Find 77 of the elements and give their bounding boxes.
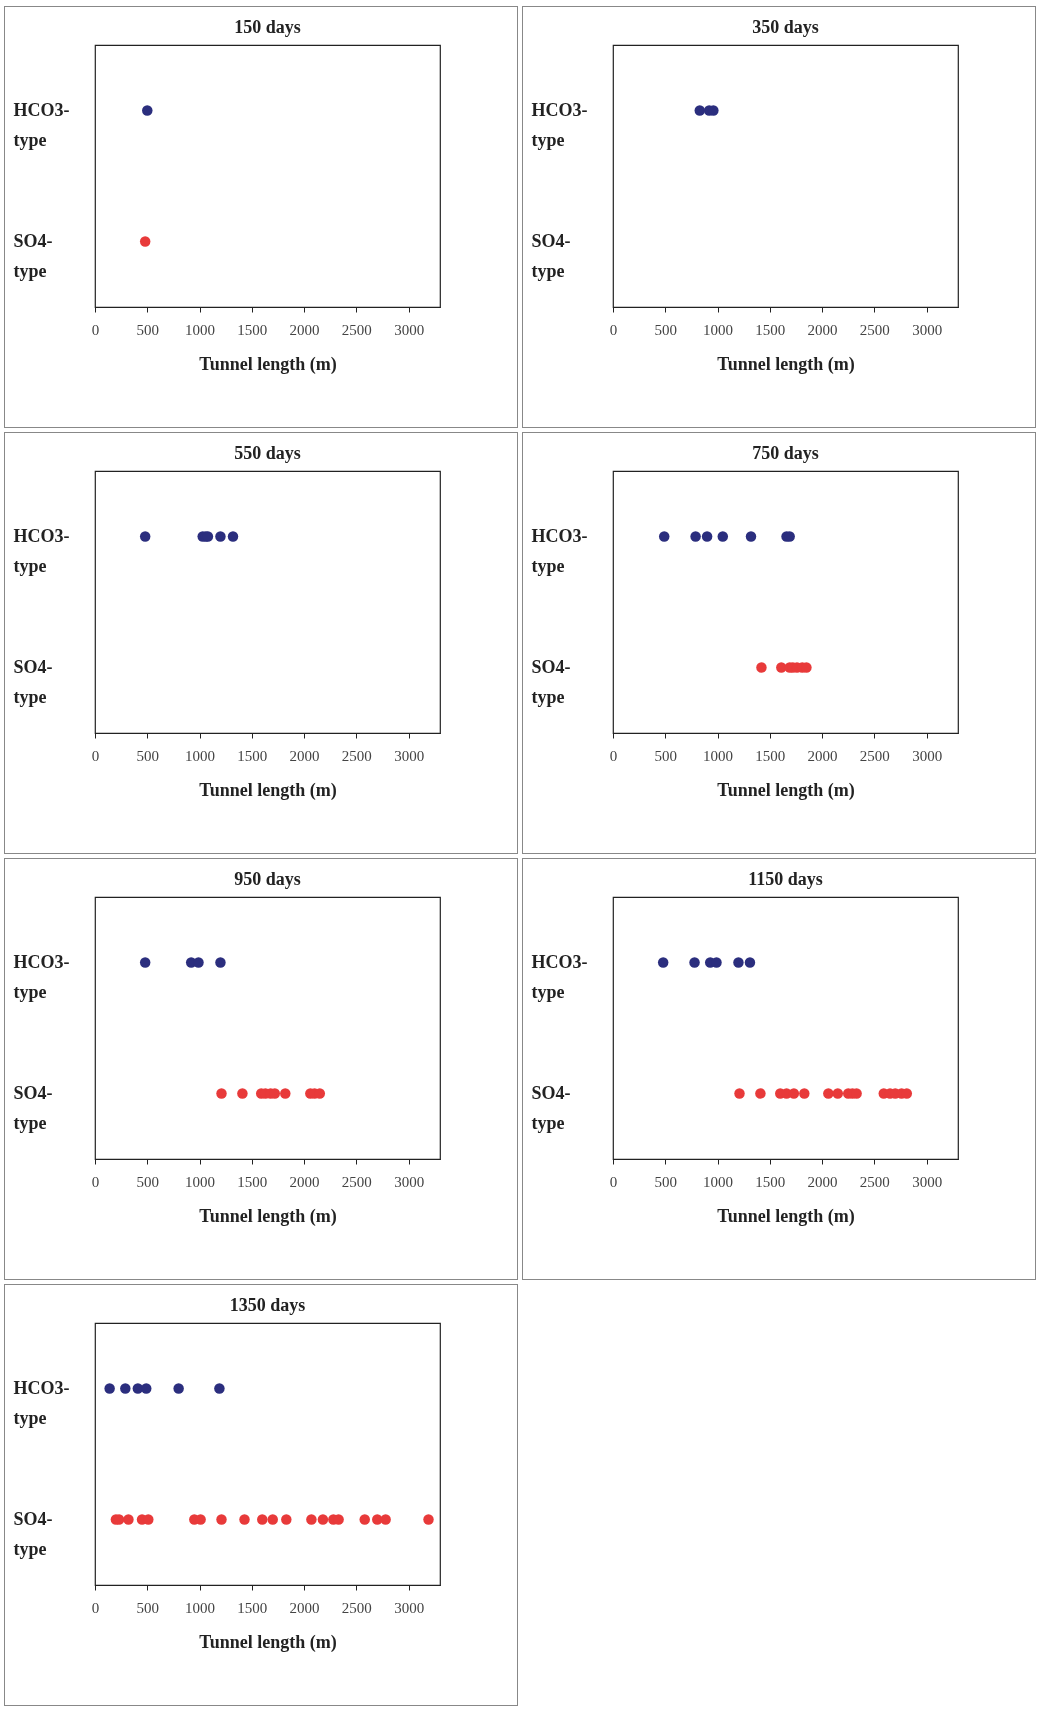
x-tick-label: 2000 bbox=[289, 747, 320, 764]
y-tick-label: HCO3-type bbox=[13, 526, 70, 576]
x-tick-label: 3000 bbox=[394, 1173, 425, 1190]
x-tick-label: 500 bbox=[654, 1173, 678, 1190]
x-tick-label: 500 bbox=[136, 321, 160, 338]
x-tick-label: 2000 bbox=[289, 1599, 320, 1616]
x-tick-label: 500 bbox=[654, 321, 678, 338]
y-tick-label: SO4-type bbox=[13, 1509, 53, 1559]
x-tick-label: 3000 bbox=[394, 747, 425, 764]
x-tick-label: 2500 bbox=[341, 1599, 372, 1616]
x-tick-label: 3000 bbox=[912, 321, 943, 338]
x-tick-label: 2500 bbox=[341, 321, 372, 338]
x-tick-label: 0 bbox=[609, 1173, 618, 1190]
x-axis-title: Tunnel length (m) bbox=[199, 1205, 337, 1227]
x-tick-label: 500 bbox=[136, 1173, 160, 1190]
x-tick-label: 3000 bbox=[912, 747, 943, 764]
chart-title: 750 days bbox=[752, 443, 819, 463]
y-tick-label: HCO3-type bbox=[13, 952, 70, 1002]
x-tick-label: 0 bbox=[91, 747, 100, 764]
x-tick-label: 1500 bbox=[237, 321, 268, 338]
y-tick-label: SO4-type bbox=[13, 657, 53, 707]
x-tick-label: 2500 bbox=[859, 321, 890, 338]
x-tick-label: 1500 bbox=[755, 321, 786, 338]
x-tick-label: 0 bbox=[609, 321, 618, 338]
x-tick-label: 1500 bbox=[237, 747, 268, 764]
x-tick-label: 500 bbox=[136, 747, 160, 764]
x-tick-label: 500 bbox=[654, 747, 678, 764]
y-tick-label: SO4-type bbox=[531, 1083, 571, 1133]
x-tick-label: 2000 bbox=[289, 321, 320, 338]
y-tick-label: HCO3-type bbox=[13, 100, 70, 150]
x-tick-label: 1000 bbox=[703, 321, 734, 338]
x-axis-title: Tunnel length (m) bbox=[717, 779, 855, 801]
y-tick-label: HCO3-type bbox=[531, 100, 588, 150]
x-tick-label: 0 bbox=[91, 1599, 100, 1616]
y-tick-label: SO4-type bbox=[13, 231, 53, 281]
y-tick-label: HCO3-type bbox=[531, 952, 588, 1002]
y-tick-label: HCO3-type bbox=[531, 526, 588, 576]
x-tick-label: 1500 bbox=[755, 1173, 786, 1190]
chart-title: 1350 days bbox=[229, 1295, 306, 1315]
x-tick-label: 0 bbox=[91, 1173, 100, 1190]
chart-title: 1150 days bbox=[748, 869, 823, 889]
x-axis-title: Tunnel length (m) bbox=[199, 353, 337, 375]
x-axis-title: Tunnel length (m) bbox=[717, 353, 855, 375]
x-tick-label: 2500 bbox=[341, 1173, 372, 1190]
x-tick-label: 1000 bbox=[185, 1173, 216, 1190]
x-tick-label: 0 bbox=[91, 321, 100, 338]
y-tick-label: SO4-type bbox=[531, 231, 571, 281]
x-axis-title: Tunnel length (m) bbox=[199, 779, 337, 801]
x-tick-label: 2000 bbox=[807, 321, 838, 338]
y-tick-label: HCO3-type bbox=[13, 1378, 70, 1428]
chart-title: 950 days bbox=[234, 869, 301, 889]
x-tick-label: 2500 bbox=[859, 747, 890, 764]
x-tick-label: 2500 bbox=[341, 747, 372, 764]
x-tick-label: 1500 bbox=[755, 747, 786, 764]
x-tick-label: 0 bbox=[609, 747, 618, 764]
x-tick-label: 1000 bbox=[703, 1173, 734, 1190]
x-tick-label: 2000 bbox=[807, 1173, 838, 1190]
x-tick-label: 3000 bbox=[394, 321, 425, 338]
x-tick-label: 3000 bbox=[394, 1599, 425, 1616]
chart-title: 350 days bbox=[752, 17, 819, 37]
x-tick-label: 2000 bbox=[807, 747, 838, 764]
x-tick-label: 3000 bbox=[912, 1173, 943, 1190]
chart-title: 550 days bbox=[234, 443, 301, 463]
x-tick-label: 1000 bbox=[185, 747, 216, 764]
y-tick-label: SO4-type bbox=[531, 657, 571, 707]
y-tick-label: SO4-type bbox=[13, 1083, 53, 1133]
x-axis-title: Tunnel length (m) bbox=[717, 1205, 855, 1227]
x-tick-label: 1000 bbox=[703, 747, 734, 764]
chart-title: 150 days bbox=[234, 17, 301, 37]
x-tick-label: 2500 bbox=[859, 1173, 890, 1190]
x-tick-label: 1000 bbox=[185, 1599, 216, 1616]
x-tick-label: 1500 bbox=[237, 1599, 268, 1616]
x-tick-label: 2000 bbox=[289, 1173, 320, 1190]
x-tick-label: 1500 bbox=[237, 1173, 268, 1190]
x-tick-label: 500 bbox=[136, 1599, 160, 1616]
x-axis-title: Tunnel length (m) bbox=[199, 1631, 337, 1653]
x-tick-label: 1000 bbox=[185, 321, 216, 338]
